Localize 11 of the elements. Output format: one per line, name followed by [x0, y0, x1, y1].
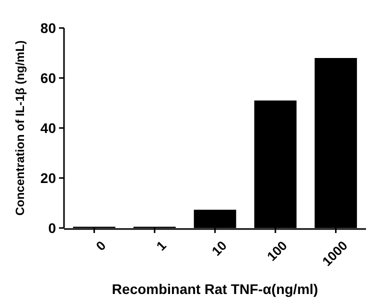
- y-tick-label: 60: [40, 70, 56, 86]
- y-axis-title: Concentration of IL-1β (ng/mL): [13, 40, 27, 216]
- x-tick-label: 0: [93, 238, 109, 254]
- x-axis-title: Recombinant Rat TNF-α(ng/ml): [112, 281, 318, 297]
- y-tick-label: 40: [40, 120, 56, 136]
- x-tick-label: 1: [153, 238, 170, 254]
- y-tick-label: 80: [40, 20, 56, 36]
- x-tick-label: 10: [208, 238, 230, 259]
- y-tick-label: 20: [40, 170, 56, 186]
- y-tick-label: 0: [48, 220, 56, 236]
- x-tick-label: 100: [264, 238, 290, 264]
